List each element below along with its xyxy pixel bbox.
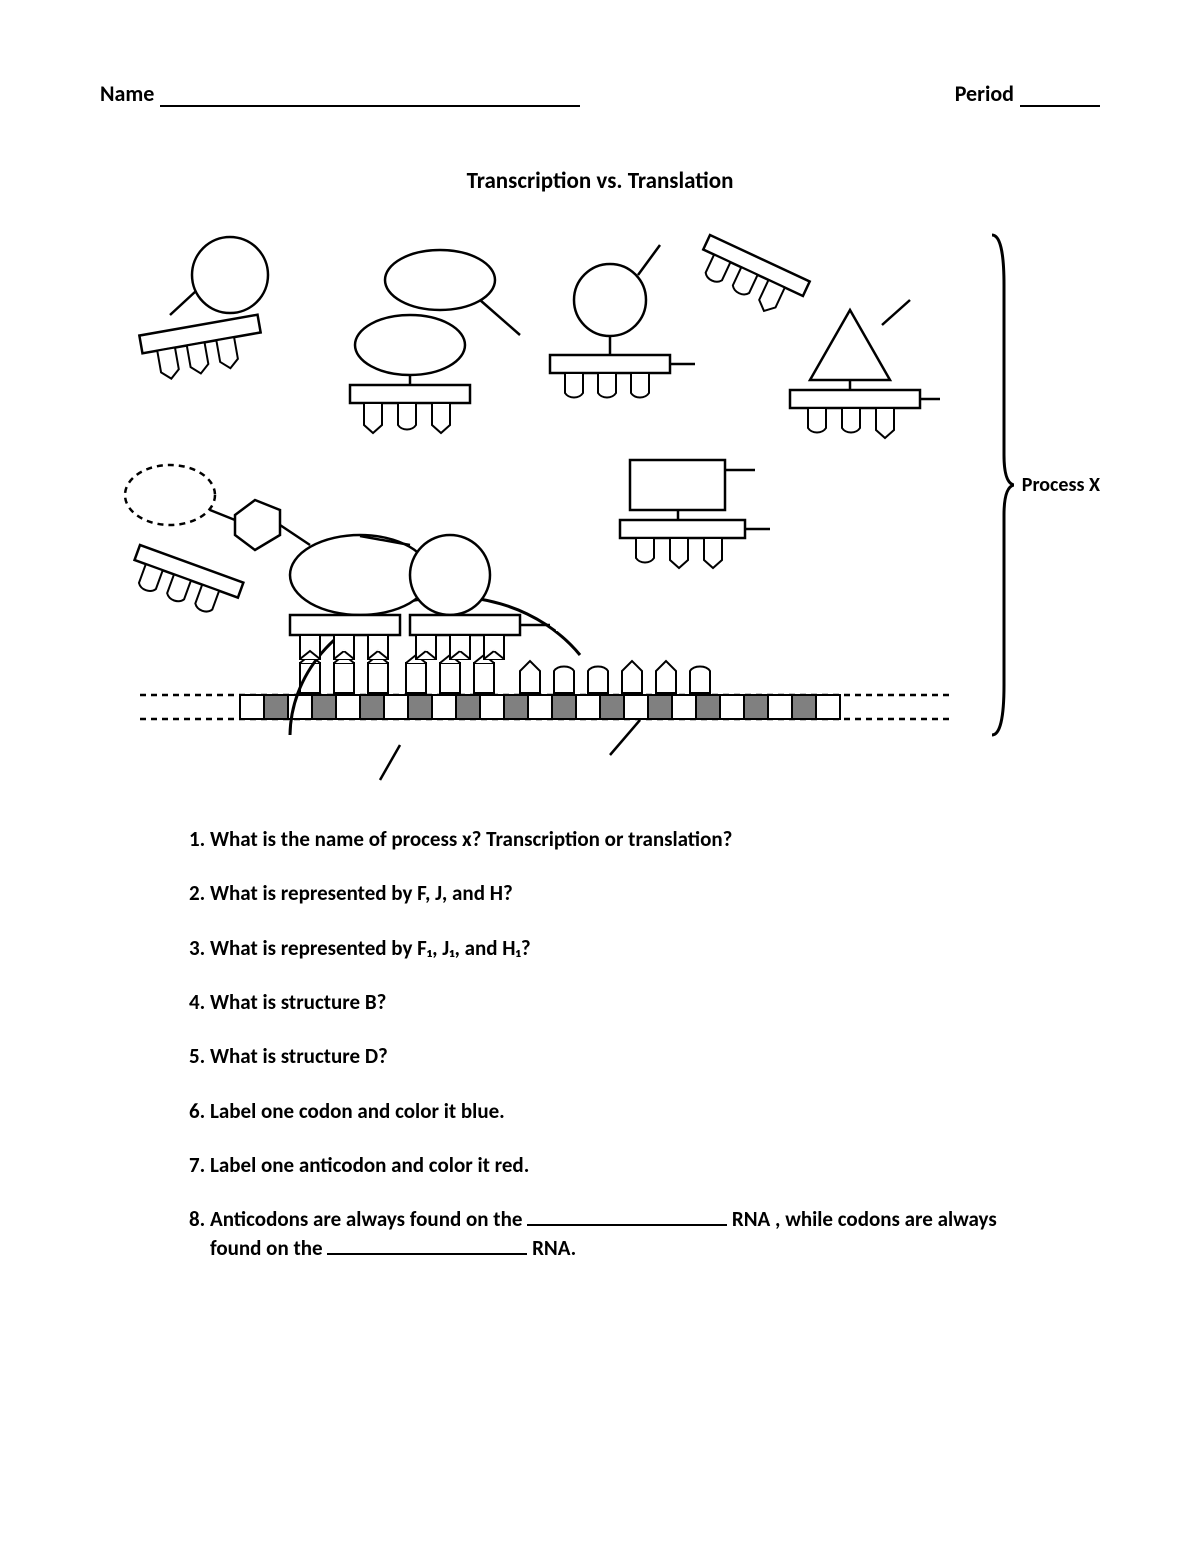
- svg-text:A: A: [306, 638, 315, 655]
- svg-text:U: U: [641, 540, 650, 557]
- question-2: What is represented by F, J, and H?: [210, 879, 1020, 907]
- svg-text:F: F: [660, 225, 669, 249]
- svg-text:A: A: [369, 406, 378, 423]
- question-4: What is structure B?: [210, 988, 1020, 1016]
- svg-text:U: U: [340, 638, 349, 655]
- svg-text:G: G: [662, 672, 671, 689]
- question-5: What is structure D?: [210, 1042, 1020, 1070]
- question-list: What is the name of process x? Transcrip…: [180, 825, 1020, 1262]
- question-3: What is represented by F₁, J₁, and H₁?: [210, 934, 1020, 962]
- mrna-codon-bases: U A C G G G A C U A G U: [300, 655, 710, 693]
- svg-text:F₁: F₁: [700, 352, 714, 376]
- process-x-label: Process X: [1022, 473, 1100, 497]
- question-6: Label one codon and color it blue.: [210, 1097, 1020, 1125]
- svg-text:U: U: [403, 406, 412, 423]
- worksheet-title: Transcription vs. Translation: [100, 167, 1100, 195]
- name-field: Name: [100, 80, 580, 107]
- worksheet-page: Name Period Transcription vs. Translatio…: [0, 0, 1200, 1553]
- period-field: Period: [955, 80, 1100, 107]
- svg-text:G: G: [374, 638, 383, 655]
- trna-floating-ucc: U C C: [126, 545, 243, 621]
- period-input-line[interactable]: [1020, 87, 1100, 107]
- q8-part1: Anticodons are always found on the: [210, 1206, 522, 1232]
- svg-text:C: C: [456, 638, 464, 655]
- svg-text:A: A: [340, 670, 349, 687]
- mrna-strand: [140, 695, 950, 719]
- svg-text:J₁: J₁: [945, 387, 957, 411]
- svg-text:C: C: [490, 638, 498, 655]
- svg-text:C: C: [422, 638, 430, 655]
- label-D: D: [375, 745, 400, 785]
- svg-text:C: C: [560, 672, 568, 689]
- svg-text:H₁: H₁: [775, 518, 793, 542]
- translation-diagram: U A C G G G A C U A G U: [100, 225, 980, 785]
- svg-text:U: U: [813, 410, 822, 427]
- svg-text:C: C: [603, 375, 611, 392]
- trna-J: U C A J J₁: [790, 277, 957, 438]
- period-label: Period: [955, 80, 1014, 107]
- question-7: Label one anticodon and color it red.: [210, 1151, 1020, 1179]
- header-row: Name Period: [100, 80, 1100, 107]
- blank-1[interactable]: [527, 1208, 727, 1226]
- svg-text:U: U: [594, 672, 603, 689]
- label-B: B: [610, 720, 657, 771]
- svg-text:G: G: [437, 406, 446, 423]
- trna-aug: A U G: [350, 250, 520, 433]
- trna-H: U G A H H₁: [620, 459, 793, 568]
- name-input-line[interactable]: [160, 87, 580, 107]
- svg-text:D: D: [375, 779, 389, 785]
- svg-text:G: G: [675, 540, 684, 557]
- svg-text:F₁: F₁: [555, 613, 569, 637]
- svg-text:G: G: [446, 670, 455, 687]
- svg-text:H: H: [760, 459, 773, 483]
- svg-text:C: C: [570, 375, 578, 392]
- svg-text:C: C: [374, 670, 382, 687]
- svg-text:J: J: [910, 277, 917, 301]
- svg-text:C: C: [847, 410, 855, 427]
- process-brace: Process X: [986, 225, 1100, 745]
- svg-text:U: U: [696, 672, 705, 689]
- diagram-container: U A C G G G A C U A G U: [100, 225, 1100, 785]
- trna-F: C C C F F₁: [550, 225, 714, 398]
- peptide-chain: [125, 465, 410, 550]
- name-label: Name: [100, 80, 154, 107]
- svg-text:A: A: [709, 540, 718, 557]
- question-8: Anticodons are always found on the RNA ,…: [210, 1205, 1020, 1262]
- svg-text:A: A: [628, 672, 637, 689]
- svg-text:G: G: [412, 670, 421, 687]
- svg-text:G: G: [480, 670, 489, 687]
- trna-free-ggc: G G C: [139, 237, 268, 380]
- svg-text:A: A: [881, 410, 890, 427]
- q8-part4: RNA.: [532, 1235, 576, 1261]
- question-1: What is the name of process x? Transcrip…: [210, 825, 1020, 853]
- svg-text:A: A: [526, 672, 535, 689]
- q8-part2: RNA , while codons are: [732, 1206, 933, 1232]
- trna-uca-top: U C A: [691, 235, 810, 323]
- svg-text:C: C: [636, 375, 644, 392]
- blank-2[interactable]: [327, 1237, 527, 1255]
- svg-text:B: B: [645, 744, 657, 771]
